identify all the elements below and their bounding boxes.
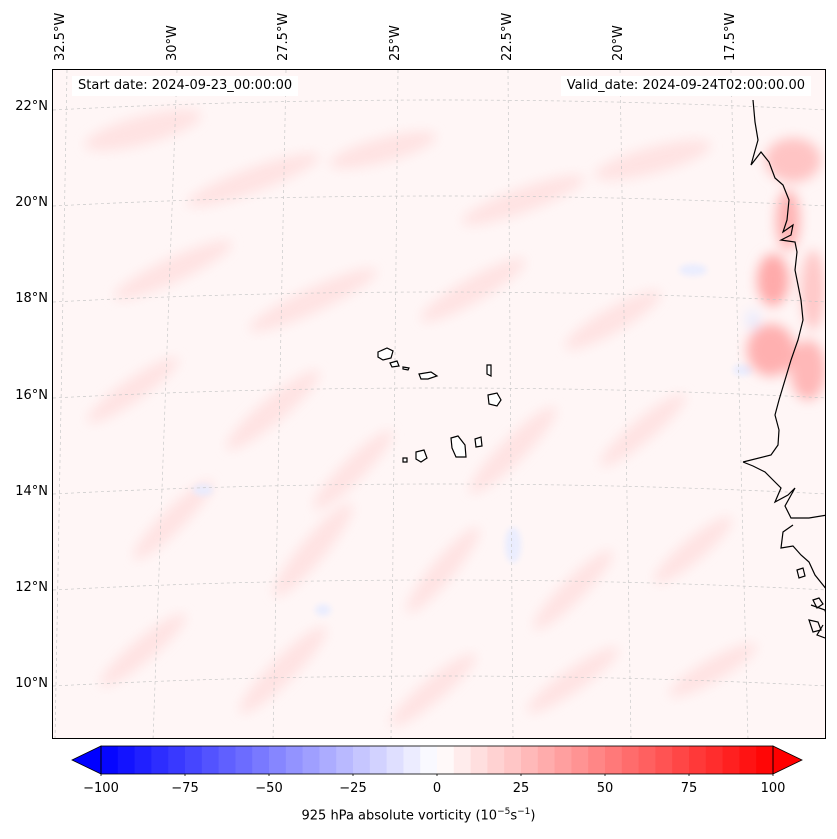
colorbar-cell xyxy=(117,746,136,774)
colorbar-cell xyxy=(722,746,740,774)
colorbar-cell xyxy=(168,746,186,774)
colorbar-cell xyxy=(504,746,522,774)
colorbar-label: 925 hPa absolute vorticity (10−5s−1) xyxy=(301,807,536,824)
colorbar-cell xyxy=(453,746,472,774)
colorbar-cell xyxy=(269,746,287,774)
vorticity-streaks xyxy=(84,109,757,727)
cape-verde-islands xyxy=(377,347,502,463)
colorbar-tick-label: −25 xyxy=(339,781,367,796)
start-date-label: Start date: 2024-09-23_00:00:00 xyxy=(72,76,299,96)
colorbar-cell xyxy=(252,746,270,774)
colorbar-tick-label: 100 xyxy=(760,781,786,796)
lat-label-10n: 10°N xyxy=(15,676,48,691)
colorbar-cell xyxy=(420,746,438,774)
colorbar-tick-label: 0 xyxy=(432,781,442,796)
colorbar-cell xyxy=(554,746,572,774)
lat-label-14n: 14°N xyxy=(15,484,48,499)
colorbar xyxy=(71,745,803,776)
colorbar-tick-label: −50 xyxy=(255,781,283,796)
colorbar-cell xyxy=(353,746,371,774)
colorbar-cell xyxy=(571,746,589,774)
colorbar-low-extend xyxy=(71,745,102,775)
map-panel xyxy=(52,69,826,739)
colorbar-cell xyxy=(621,746,640,774)
vorticity-field-background xyxy=(53,70,825,738)
colorbar-tick-label: 75 xyxy=(680,781,698,796)
colorbar-cell xyxy=(218,746,236,774)
colorbar-cell xyxy=(705,746,724,774)
colorbar-cell xyxy=(655,746,673,774)
colorbar-tick-label: −75 xyxy=(171,781,199,796)
colorbar-cell xyxy=(235,746,253,774)
colorbar-cell xyxy=(101,746,119,774)
colorbar-tick-label: 25 xyxy=(512,781,530,796)
colorbar-cell xyxy=(689,746,707,774)
colorbar-cell xyxy=(437,746,455,774)
lat-label-16n: 16°N xyxy=(15,388,48,403)
colorbar-cell xyxy=(151,746,169,774)
colorbar-tickmarks xyxy=(100,774,774,776)
colorbar-cell xyxy=(470,746,488,774)
lon-label-30w: 30°W xyxy=(165,25,180,61)
lon-label-17-5w: 17.5°W xyxy=(723,12,738,61)
colorbar-cell xyxy=(302,746,320,774)
african-coastline xyxy=(742,99,825,639)
colorbar-cell xyxy=(672,746,690,774)
colorbar-cell xyxy=(588,746,606,774)
colorbar-cell xyxy=(537,746,556,774)
colorbar-cell xyxy=(756,746,774,774)
colorbar-cell xyxy=(369,746,388,774)
colorbar-cell xyxy=(403,746,421,774)
lat-label-12n: 12°N xyxy=(15,580,48,595)
lon-label-22-5w: 22.5°W xyxy=(500,12,515,61)
colorbar-tick-label: 50 xyxy=(596,781,614,796)
colorbar-cell xyxy=(201,746,220,774)
colorbar-cell xyxy=(739,746,757,774)
colorbar-cell xyxy=(605,746,623,774)
colorbar-cell xyxy=(638,746,656,774)
colorbar-cell xyxy=(386,746,404,774)
coastal-vorticity-maxima xyxy=(747,138,825,400)
colorbar-cell xyxy=(521,746,539,774)
colorbar-cell xyxy=(336,746,354,774)
lon-label-20w: 20°W xyxy=(611,25,626,61)
colorbar-tick-label: −100 xyxy=(83,781,119,796)
graticule xyxy=(53,70,825,738)
lat-label-20n: 20°N xyxy=(15,195,48,210)
lon-label-32-5w: 32.5°W xyxy=(53,12,68,61)
colorbar-cell xyxy=(134,746,152,774)
valid-date-label: Valid_date: 2024-09-24T02:00:00.00 xyxy=(560,76,811,96)
lon-label-27-5w: 27.5°W xyxy=(276,12,291,61)
lat-label-18n: 18°N xyxy=(15,291,48,306)
colorbar-cell xyxy=(285,746,304,774)
colorbar-high-extend xyxy=(772,745,803,775)
colorbar-cell xyxy=(319,746,337,774)
lat-label-22n: 22°N xyxy=(15,99,48,114)
colorbar-cell xyxy=(185,746,203,774)
colorbar-cell xyxy=(487,746,505,774)
negative-vorticity-patches xyxy=(193,264,753,616)
vorticity-map xyxy=(53,70,825,738)
colorbar-cells xyxy=(101,746,774,774)
lon-label-25w: 25°W xyxy=(388,25,403,61)
